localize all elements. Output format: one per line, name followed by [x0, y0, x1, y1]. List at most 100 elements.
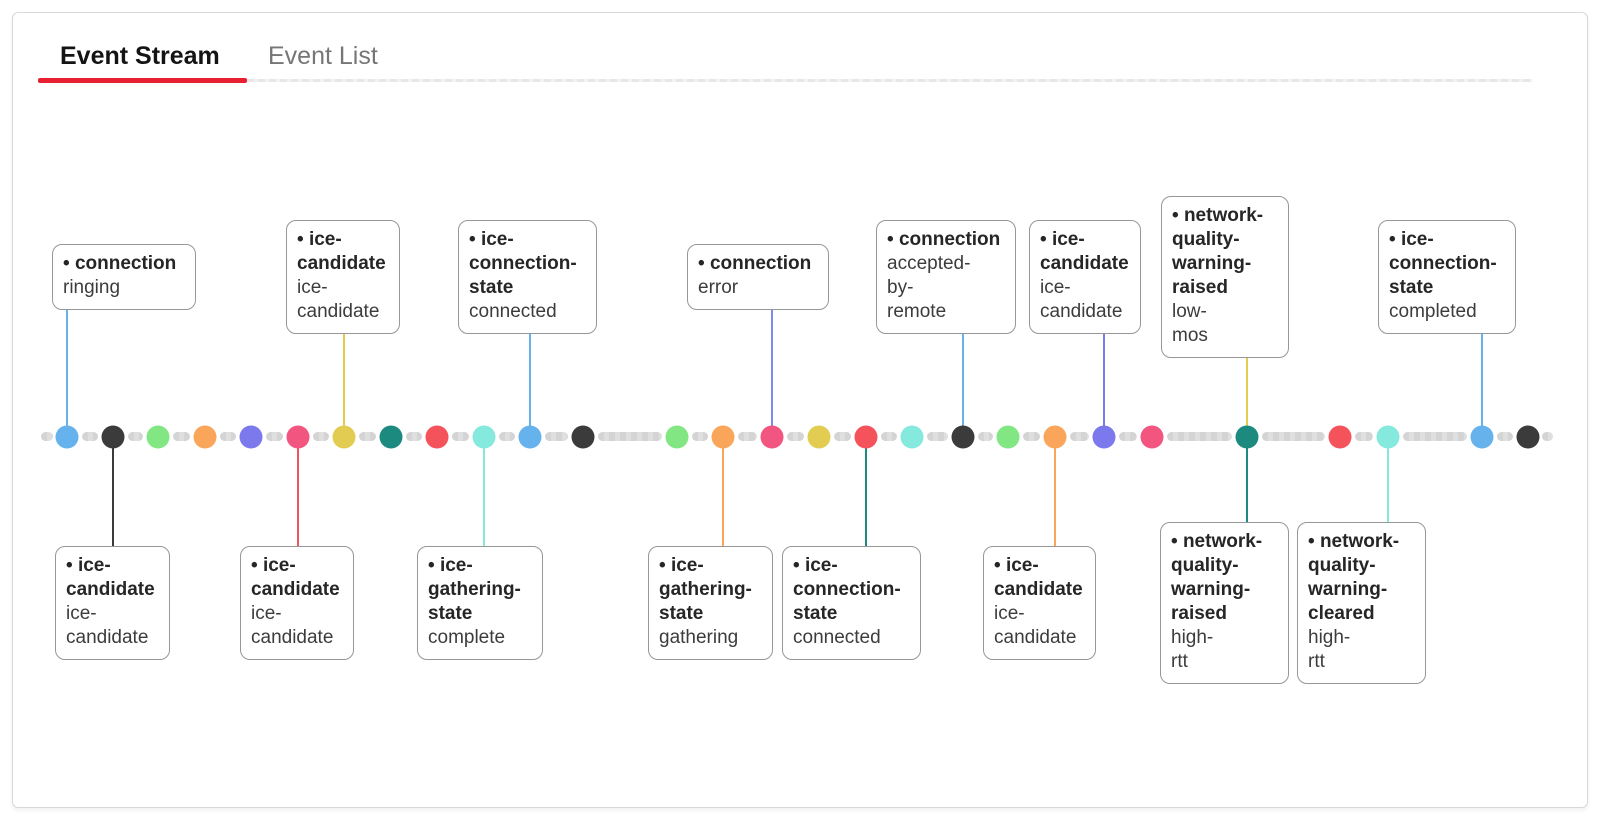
timeline-dot[interactable]	[472, 425, 496, 449]
timeline-dot[interactable]	[760, 425, 784, 449]
timeline-track-segment	[499, 432, 515, 441]
event-callout-below[interactable]: • ice- gathering- state complete	[417, 546, 543, 660]
event-callout-above[interactable]: • network- quality- warning- raised low- …	[1161, 196, 1289, 358]
timeline-track-segment	[1355, 432, 1373, 441]
event-callout-below[interactable]: • ice- candidate ice- candidate	[240, 546, 354, 660]
timeline-dot[interactable]	[1376, 425, 1400, 449]
event-title: • ice- candidate	[994, 554, 1085, 602]
connector-line	[1480, 332, 1484, 437]
event-title: • ice- candidate	[66, 554, 159, 602]
event-callout-below[interactable]: • network- quality- warning- cleared high…	[1297, 522, 1426, 684]
event-reason-label: connected	[793, 627, 881, 648]
connector-line	[1245, 356, 1249, 437]
timeline-track-segment	[738, 432, 757, 441]
timeline-dot[interactable]	[286, 425, 310, 449]
timeline-dot[interactable]	[1328, 425, 1352, 449]
timeline-track-segment	[1403, 432, 1467, 441]
timeline-dot[interactable]	[193, 425, 217, 449]
timeline-track-segment	[881, 432, 897, 441]
bullet-icon: •	[887, 229, 894, 250]
event-title: • network- quality- warning- cleared	[1308, 530, 1415, 626]
timeline-dot[interactable]	[807, 425, 831, 449]
connector-line	[961, 332, 965, 437]
event-callout-above[interactable]: • connection ringing	[52, 244, 196, 310]
event-reason-label: low- mos	[1172, 301, 1208, 346]
timeline-dot[interactable]	[951, 425, 975, 449]
timeline-dot[interactable]	[1235, 425, 1259, 449]
timeline-dot[interactable]	[518, 425, 542, 449]
timeline-dot[interactable]	[1043, 425, 1067, 449]
connector-line	[721, 437, 725, 548]
event-type-label: connection	[74, 253, 177, 274]
timeline-dot[interactable]	[239, 425, 263, 449]
event-reason-label: error	[698, 277, 739, 298]
event-callout-above[interactable]: • connection accepted- by- remote	[876, 220, 1016, 334]
connector-line	[342, 332, 346, 437]
timeline-dot[interactable]	[854, 425, 878, 449]
connector-line	[111, 437, 115, 548]
tab-event-stream[interactable]: Event Stream	[60, 42, 220, 70]
event-callout-below[interactable]: • ice- candidate ice- candidate	[983, 546, 1096, 660]
event-callout-above[interactable]: • ice- connection- state connected	[458, 220, 597, 334]
event-reason-label: ice- candidate	[66, 603, 149, 648]
timeline-dot[interactable]	[332, 425, 356, 449]
bullet-icon: •	[1172, 205, 1179, 226]
tab-event-list[interactable]: Event List	[268, 42, 378, 70]
event-callout-above[interactable]: • connection error	[687, 244, 829, 310]
timeline-dot[interactable]	[571, 425, 595, 449]
timeline-dot[interactable]	[711, 425, 735, 449]
timeline-dot[interactable]	[146, 425, 170, 449]
timeline-track-segment	[173, 432, 190, 441]
timeline-track-segment	[1262, 432, 1325, 441]
event-reason-label: ice- candidate	[994, 603, 1077, 648]
event-type-label: ice- connection- state	[469, 229, 577, 298]
connector-line	[1053, 437, 1057, 548]
event-type-label: ice- candidate	[251, 555, 340, 600]
timeline-dot[interactable]	[1092, 425, 1116, 449]
event-type-label: network- quality- warning- raised	[1171, 531, 1263, 624]
bullet-icon: •	[659, 555, 666, 576]
event-reason-label: ice- candidate	[1040, 277, 1123, 322]
timeline-track-segment	[82, 432, 98, 441]
event-callout-below[interactable]: • network- quality- warning- raised high-…	[1160, 522, 1289, 684]
event-reason-label: complete	[428, 627, 506, 648]
timeline-track-segment	[1023, 432, 1040, 441]
connector-line	[482, 437, 486, 548]
bullet-icon: •	[1171, 531, 1178, 552]
connector-line	[65, 308, 69, 437]
bullet-icon: •	[66, 555, 73, 576]
timeline-dot[interactable]	[1140, 425, 1164, 449]
event-title: • ice- candidate	[1040, 228, 1130, 276]
event-callout-below[interactable]: • ice- candidate ice- candidate	[55, 546, 170, 660]
event-type-label: ice- candidate	[1040, 229, 1129, 274]
timeline-dot[interactable]	[665, 425, 689, 449]
event-callout-above[interactable]: • ice- candidate ice- candidate	[1029, 220, 1141, 334]
timeline-track-segment	[834, 432, 851, 441]
timeline-dot[interactable]	[425, 425, 449, 449]
connector-line	[1245, 437, 1249, 524]
event-type-label: connection	[709, 253, 812, 274]
bullet-icon: •	[428, 555, 435, 576]
event-callout-below[interactable]: • ice- gathering- state gathering	[648, 546, 773, 660]
timeline-dot[interactable]	[1516, 425, 1540, 449]
timeline-track-segment	[220, 432, 236, 441]
timeline-dot[interactable]	[379, 425, 403, 449]
timeline-dot[interactable]	[900, 425, 924, 449]
event-callout-above[interactable]: • ice- candidate ice- candidate	[286, 220, 400, 334]
event-type-label: connection	[898, 229, 1001, 250]
timeline-track-segment	[787, 432, 804, 441]
event-callout-below[interactable]: • ice- connection- state connected	[782, 546, 921, 660]
timeline-track-segment	[406, 432, 422, 441]
timeline-dot[interactable]	[55, 425, 79, 449]
event-reason-label: connected	[469, 301, 557, 322]
timeline-dot[interactable]	[996, 425, 1020, 449]
event-title: • network- quality- warning- raised	[1172, 204, 1278, 300]
timeline-dot[interactable]	[101, 425, 125, 449]
timeline-dot[interactable]	[1470, 425, 1494, 449]
event-callout-above[interactable]: • ice- connection- state completed	[1378, 220, 1516, 334]
bullet-icon: •	[63, 253, 70, 274]
connector-line	[770, 308, 774, 437]
event-reason-label: ringing	[63, 277, 121, 298]
timeline-track-segment	[452, 432, 469, 441]
